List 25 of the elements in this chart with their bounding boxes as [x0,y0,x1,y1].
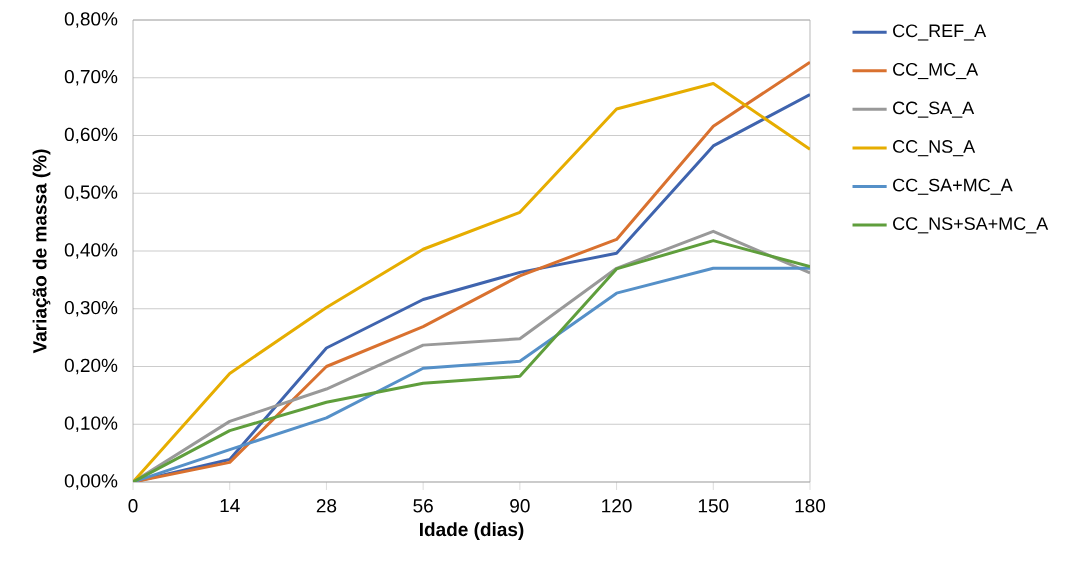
x-tick-label: 56 [413,499,433,513]
legend-label: CC_REF_A [893,24,987,41]
x-tick-label: 150 [698,499,729,513]
legend-label: CC_SA+MC_A [893,178,1013,195]
y-tick-label: 0,60% [64,127,118,144]
y-axis-title: Variação de massa (%) [32,149,51,354]
legend-label: CC_NS+SA+MC_A [893,217,1049,234]
x-tick-label: 28 [316,499,337,513]
y-tick-label: 0,80% [64,12,118,28]
legend-label: CC_NS_A [893,140,976,157]
y-tick-label: 0,70% [64,69,118,86]
x-tick-label: 0 [128,499,138,513]
x-axis-title: Idade (dias) [420,522,524,540]
legend-label: CC_SA_A [893,101,975,118]
y-tick-label: 0,40% [64,243,118,259]
y-tick-label: 0,50% [64,185,118,202]
y-tick-label: 0,10% [64,416,118,433]
y-tick-label: 0,30% [64,300,118,317]
x-tick-label: 120 [602,499,632,513]
y-tick-label: 0,20% [64,358,118,375]
x-tick-label: 180 [795,499,826,513]
legend-label: CC_MC_A [893,62,979,80]
y-tick-label: 0,00% [64,474,118,490]
x-tick-label: 14 [220,499,240,513]
x-tick-label: 90 [510,499,530,513]
